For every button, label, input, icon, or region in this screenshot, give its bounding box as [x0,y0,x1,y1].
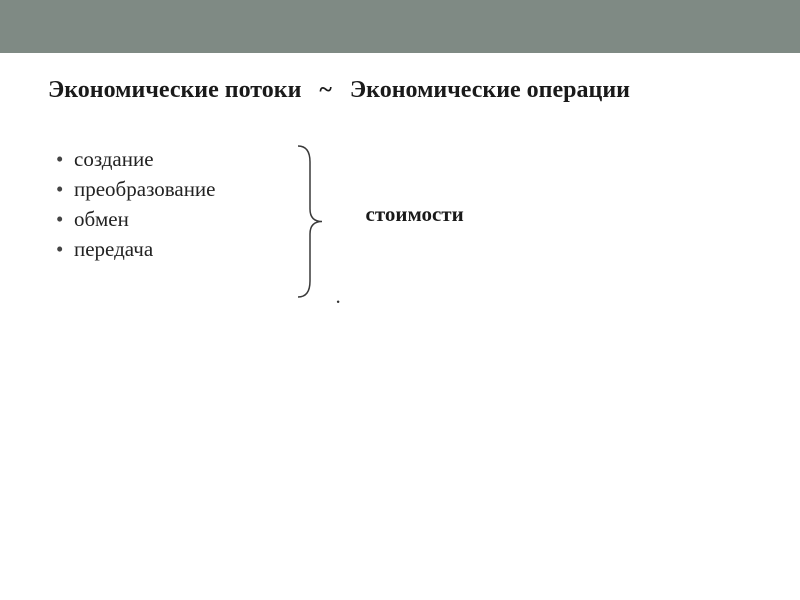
list-item: преобразование [56,174,216,204]
slide-content: Экономические потоки ~ Экономические опе… [0,53,800,299]
title-left: Экономические потоки [48,77,301,104]
list-item: передача [56,234,216,264]
title-row: Экономические потоки ~ Экономические опе… [48,77,760,104]
top-bar [0,0,800,53]
bullet-list: создание преобразование обмен передача [48,144,216,264]
bracket-wrap: стоимости . [296,144,326,299]
tilde-symbol: ~ [319,77,331,104]
diagram-area: создание преобразование обмен передача с… [48,144,760,299]
list-item: обмен [56,204,216,234]
list-item: создание [56,144,216,174]
title-right: Экономические операции [350,77,630,104]
value-label: стоимости [366,202,464,227]
right-brace-icon [296,144,326,299]
dot-label: . [336,284,341,309]
